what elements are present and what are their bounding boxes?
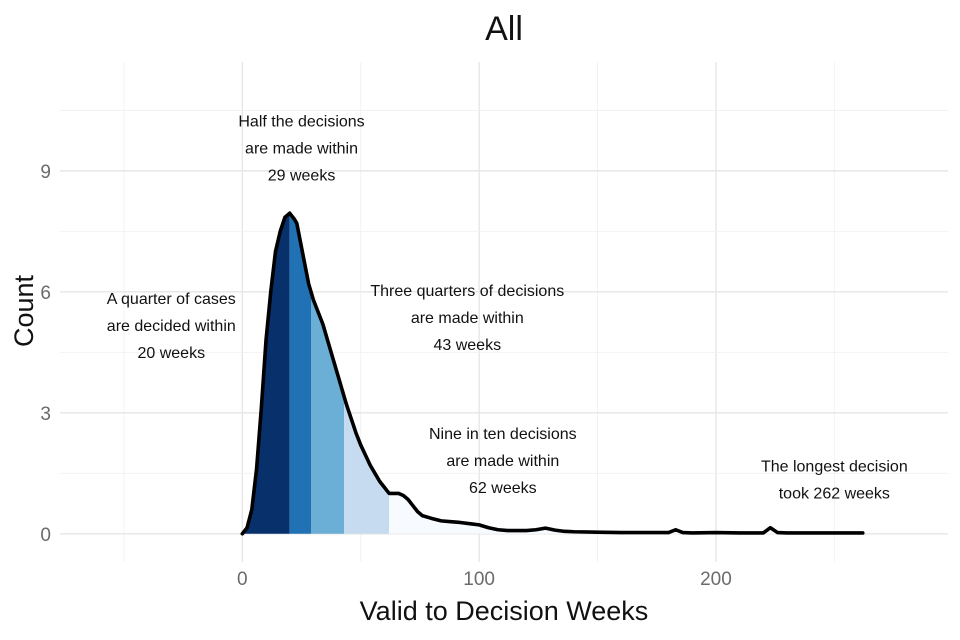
grid — [60, 62, 948, 562]
annotation-longest: The longest decision took 262 weeks — [761, 458, 908, 502]
x-axis-title: Valid to Decision Weeks — [360, 596, 649, 626]
quantile-bands — [242, 213, 863, 534]
y-axis-title: Count — [9, 274, 39, 347]
band-25-to-50pct — [289, 213, 312, 534]
annotation-longest-line-2: took 262 weeks — [779, 485, 890, 502]
annotation-quarter-line-2: are decided within — [107, 318, 236, 335]
chart-title: All — [485, 10, 523, 48]
annotation-three-quarters: Three quarters of decisions are made with… — [370, 283, 564, 354]
y-tick-label-9: 9 — [40, 162, 51, 183]
annotation-three-quarters-line-2: are made within — [411, 310, 524, 327]
annotation-nine-in-ten: Nine in ten decisions are made within 62 w… — [429, 426, 577, 497]
annotation-half-line-1: Half the decisions — [238, 114, 364, 131]
annotation-longest-line-1: The longest decision — [761, 458, 908, 475]
annotation-quarter-line-1: A quarter of cases — [107, 291, 236, 308]
y-tick-labels: 0 3 6 9 — [40, 162, 51, 546]
x-tick-label-100: 100 — [463, 569, 495, 590]
band-90-to-100pct — [389, 493, 863, 534]
y-tick-label-3: 3 — [40, 404, 51, 425]
annotation-three-quarters-line-1: Three quarters of decisions — [370, 283, 564, 300]
x-tick-label-0: 0 — [237, 569, 248, 590]
band-50-to-75pct — [311, 291, 345, 534]
x-tick-label-200: 200 — [700, 569, 732, 590]
y-tick-label-6: 6 — [40, 283, 51, 304]
annotation-half-line-2: are made within — [245, 141, 358, 158]
annotation-nine-in-ten-line-3: 62 weeks — [469, 480, 537, 497]
y-tick-label-0: 0 — [40, 525, 51, 546]
annotation-quarter-line-3: 20 weeks — [137, 345, 205, 362]
annotations: A quarter of cases are decided within 20 w… — [107, 114, 908, 503]
annotation-half: Half the decisions are made within 29 week… — [238, 114, 364, 185]
band-0-to-25pct — [242, 213, 290, 534]
annotation-nine-in-ten-line-1: Nine in ten decisions — [429, 426, 577, 443]
annotation-half-line-3: 29 weeks — [268, 168, 336, 185]
x-tick-labels: 0 100 200 — [237, 569, 732, 590]
density-curve-layer — [240, 211, 865, 536]
band-75-to-90pct — [344, 396, 390, 534]
density-curve — [240, 211, 865, 536]
annotation-quarter: A quarter of cases are decided within 20 w… — [107, 291, 236, 362]
annotation-three-quarters-line-3: 43 weeks — [433, 337, 501, 354]
annotation-nine-in-ten-line-2: are made within — [446, 453, 559, 470]
